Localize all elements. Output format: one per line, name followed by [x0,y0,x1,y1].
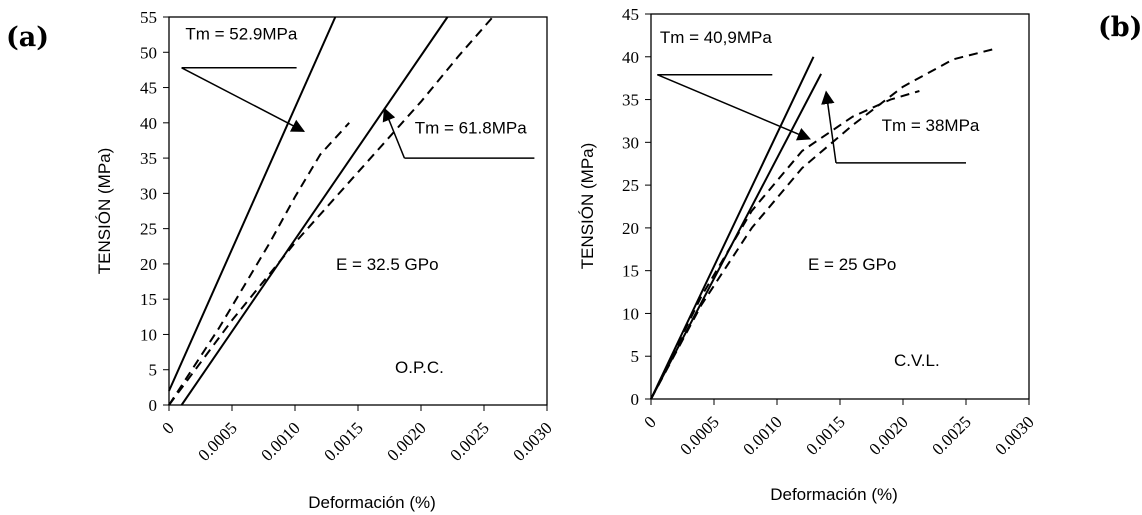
chart-a-y-axis-title: TENSIÓN (MPa) [95,148,114,275]
chart-b-x-tick-label: 0.0025 [928,412,974,458]
chart-a-annotation-label: Tm = 52.9MPa [185,25,298,44]
chart-a-x-tick-label: 0.0020 [383,418,429,464]
chart-a-y-tick-label: 40 [140,114,157,133]
chart-b-modulus-label: E = 25 GPo [808,255,896,274]
chart-a-annotation-label: Tm = 61.8MPa [415,118,528,137]
chart-b: 0 5 10 15 20 25 30 35 40 45 0 0.0005 0.0010 0.0015 0.… [578,5,1038,504]
chart-b-annotation-label: Tm = 40,9MPa [660,28,773,47]
chart-a-callout-arrow [181,67,306,132]
chart-a-y-axis: 0 5 10 15 20 25 30 35 40 45 50 55 [140,8,169,415]
chart-a-x-tick-label: 0.0015 [320,418,366,464]
chart-a-dashed-curve [168,122,350,406]
chart-a-solid-line [168,16,337,392]
chart-a-y-tick-label: 55 [140,8,157,27]
chart-b-y-tick-label: 0 [631,390,640,409]
chart-a-y-tick-label: 35 [140,149,157,168]
chart-a-material-label: O.P.C. [395,358,444,377]
chart-b-y-axis-title: TENSIÓN (MPa) [578,143,597,270]
chart-a-y-tick-label: 5 [149,361,158,380]
chart-a-y-tick-label: 10 [140,325,157,344]
chart-b-y-tick-label: 20 [622,219,639,238]
chart-b-material-label: C.V.L. [894,351,940,370]
chart-b-x-axis: 0 0.0005 0.0010 0.0015 0.0020 0.0025 0.0030 [640,399,1038,459]
chart-b-dashed-curve [650,90,920,400]
chart-b-y-tick-label: 30 [622,133,639,152]
chart-a: 0 5 10 15 20 25 30 35 40 45 50 55 0 0.0005 0.0010 0.00… [95,8,556,512]
chart-b-x-axis-title: Deformación (%) [770,485,898,504]
chart-b-y-tick-label: 40 [622,48,639,67]
chart-a-y-tick-label: 20 [140,255,157,274]
chart-a-x-axis: 0 0.0005 0.0010 0.0015 0.0020 0.0025 0.0030 [158,405,556,465]
chart-b-y-tick-label: 45 [622,5,639,24]
chart-b-annotation-label: Tm = 38MPa [882,116,980,135]
chart-b-x-tick-label: 0.0010 [739,412,785,458]
chart-a-y-tick-label: 15 [140,290,157,309]
chart-a-plot-frame [168,16,548,406]
chart-b-y-axis: 0 5 10 15 20 25 30 35 40 45 [622,5,651,409]
chart-b-solid-line [650,56,815,400]
chart-b-series-layer [650,48,994,400]
chart-b-y-tick-label: 10 [622,304,639,323]
chart-a-x-tick-label: 0 [158,418,177,437]
chart-b-y-tick-label: 35 [622,91,639,110]
chart-a-dashed-curve [168,16,494,406]
chart-b-x-tick-label: 0.0005 [676,412,722,458]
chart-a-x-tick-label: 0.0010 [257,418,303,464]
chart-a-annotation-layer: Tm = 52.9MPa Tm = 61.8MPa [181,25,535,159]
chart-a-y-tick-label: 0 [149,396,158,415]
chart-a-y-tick-label: 30 [140,184,157,203]
chart-a-y-tick-label: 45 [140,79,157,98]
chart-b-x-tick-label: 0.0015 [802,412,848,458]
chart-b-y-tick-label: 25 [622,176,639,195]
chart-a-x-tick-label: 0.0030 [509,418,555,464]
chart-a-modulus-label: E = 32.5 GPo [336,255,439,274]
chart-a-y-tick-label: 50 [140,43,157,62]
chart-b-annotation-layer: Tm = 40,9MPa Tm = 38MPa [657,28,980,164]
panel-label-a: (a) [6,22,49,53]
chart-b-plot-frame [650,13,1030,400]
chart-b-callout-arrow [657,74,812,141]
chart-b-x-tick-label: 0 [640,412,659,431]
chart-a-x-tick-label: 0.0025 [446,418,492,464]
panel-label-b: (b) [1098,12,1142,43]
chart-a-series-layer [168,16,494,406]
chart-b-dashed-curve [650,48,994,400]
chart-b-x-tick-label: 0.0030 [991,412,1037,458]
chart-b-y-tick-label: 15 [622,262,639,281]
chart-b-callout-arrow [821,90,837,163]
chart-b-y-tick-label: 5 [631,347,640,366]
chart-a-x-tick-label: 0.0005 [194,418,240,464]
chart-a-y-tick-label: 25 [140,220,157,239]
chart-a-solid-line [180,16,449,406]
chart-a-x-axis-title: Deformación (%) [308,493,436,512]
chart-a-callout-arrow [382,107,406,159]
chart-b-x-tick-label: 0.0020 [865,412,911,458]
